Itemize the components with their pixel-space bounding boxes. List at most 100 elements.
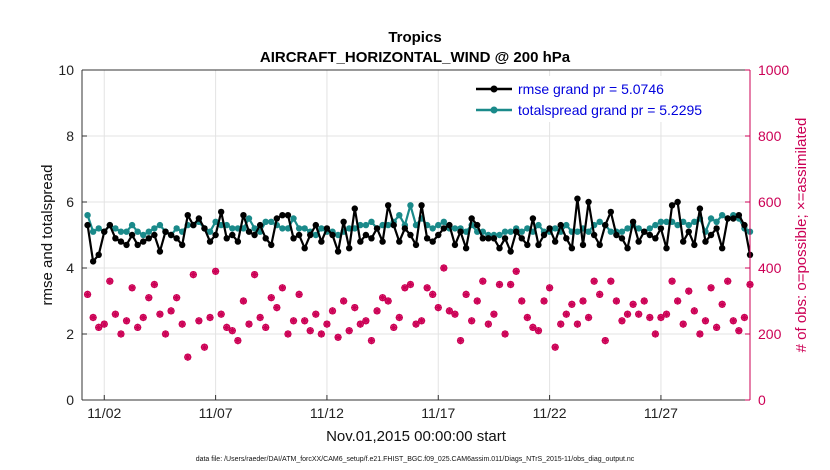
totalspread-point: [462, 228, 470, 235]
rmse-point: [446, 221, 453, 229]
totalspread-point: [212, 218, 219, 225]
rmse-series: [84, 195, 754, 265]
totalspread-point: [535, 221, 542, 229]
footnote: data file: /Users/raeder/DAI/ATM_forcXX/…: [196, 456, 635, 463]
rmse-point: [435, 231, 442, 239]
rmse-point: [418, 202, 425, 209]
obs-assimilated-point: [495, 280, 504, 289]
totalspread-point: [440, 218, 448, 225]
rmse-point: [84, 221, 91, 229]
obs-assimilated-point: [601, 337, 609, 345]
totalspread-point: [312, 231, 319, 239]
obs-assimilated-point: [189, 271, 197, 279]
rmse-point: [307, 231, 314, 239]
obs-assimilated-point: [696, 330, 704, 338]
rmse-point: [262, 235, 269, 242]
rmse-point: [479, 235, 486, 242]
obs-assimilated-point: [518, 297, 526, 305]
totalspread-point: [112, 225, 119, 232]
totalspread-point: [718, 212, 726, 219]
totalspread-point: [89, 228, 97, 235]
rmse-point: [663, 245, 670, 252]
totalspread-point: [524, 225, 531, 232]
rmse-point: [490, 235, 498, 242]
y-tick-right-label: 600: [758, 194, 782, 210]
rmse-point: [529, 215, 537, 222]
totalspread-point: [318, 225, 325, 232]
x-tick-label: 11/12: [310, 405, 344, 421]
rmse-point: [507, 248, 514, 255]
rmse-point: [613, 231, 620, 239]
rmse-point: [390, 221, 397, 229]
obs-assimilated-point: [707, 284, 715, 292]
rmse-point: [657, 225, 665, 232]
rmse-point: [106, 221, 114, 229]
rmse-point: [279, 212, 286, 219]
totalspread-point: [368, 218, 375, 225]
rmse-point: [730, 215, 737, 222]
y-tick-left-label: 4: [66, 260, 74, 276]
rmse-point: [368, 235, 375, 242]
obs-assimilated-point: [161, 330, 170, 338]
grid-lines: [82, 70, 750, 400]
obs-assimilated-point: [434, 304, 442, 312]
obs-assimilated-point: [173, 294, 181, 302]
obs-assimilated-point: [284, 330, 292, 338]
legend-box: [470, 76, 740, 122]
totalspread-point: [618, 228, 626, 235]
x-tick-label: 11/17: [421, 405, 455, 421]
obs-assimilated-point: [167, 307, 175, 315]
rmse-point: [89, 258, 97, 265]
obs-assimilated-point: [390, 323, 398, 331]
obs-assimilated-point: [406, 280, 415, 289]
obs-assimilated-point: [362, 317, 370, 325]
obs-assimilated-point: [412, 320, 420, 328]
rmse-point: [451, 241, 459, 249]
rmse-point: [618, 235, 626, 242]
rmse-point: [379, 238, 386, 245]
obs-assimilated-point: [551, 343, 559, 351]
obs-assimilated-point: [117, 330, 125, 338]
obs-assimilated-point: [373, 307, 381, 315]
totalspread-point: [407, 202, 414, 209]
totalspread-point: [128, 221, 136, 229]
totalspread-point: [229, 225, 236, 232]
obs-assimilated-point: [462, 290, 470, 298]
obs-assimilated-point: [546, 284, 554, 292]
legend: rmse grand pr = 5.0746 totalspread grand…: [470, 76, 740, 122]
rmse-point: [256, 221, 264, 229]
totalspread-point: [206, 228, 214, 235]
obs-assimilated-point: [451, 310, 459, 318]
chart-title: Tropics: [388, 29, 441, 46]
rmse-point: [245, 228, 253, 235]
obs-assimilated-point: [217, 310, 225, 318]
totalspread-point: [563, 221, 570, 229]
obs-assimilated-point: [490, 310, 498, 318]
obs-assimilated-point: [150, 280, 158, 289]
chart-subtitle: AIRCRAFT_HORIZONTAL_WIND @ 200 hPa: [260, 49, 571, 66]
obs-assimilated-point: [317, 330, 325, 338]
totalspread-point: [574, 228, 581, 235]
obs-assimilated-point: [334, 333, 342, 341]
obs-assimilated-point: [384, 297, 392, 305]
obs-assimilated-point: [579, 297, 587, 305]
rmse-point: [284, 212, 292, 219]
rmse-point: [117, 238, 125, 245]
obs-assimilated-point: [278, 284, 286, 292]
rmse-point: [652, 235, 659, 242]
rmse-point: [718, 245, 726, 252]
rmse-point: [145, 235, 152, 242]
rmse-point: [351, 205, 358, 212]
obs-assimilated-point: [328, 307, 337, 315]
rmse-point: [641, 228, 648, 235]
y-tick-right-label: 200: [758, 326, 782, 342]
obs-assimilated-point: [562, 310, 570, 318]
obs-assimilated-point: [295, 290, 303, 298]
obs-assimilated-point: [111, 310, 119, 318]
obs-assimilated-point: [618, 317, 626, 325]
obs-assimilated-point: [122, 317, 131, 325]
x-axis-label: Nov.01,2015 00:00:00 start: [326, 428, 507, 445]
obs-assimilated-point: [306, 327, 314, 335]
totalspread-point: [173, 225, 180, 232]
rmse-point: [384, 202, 392, 209]
